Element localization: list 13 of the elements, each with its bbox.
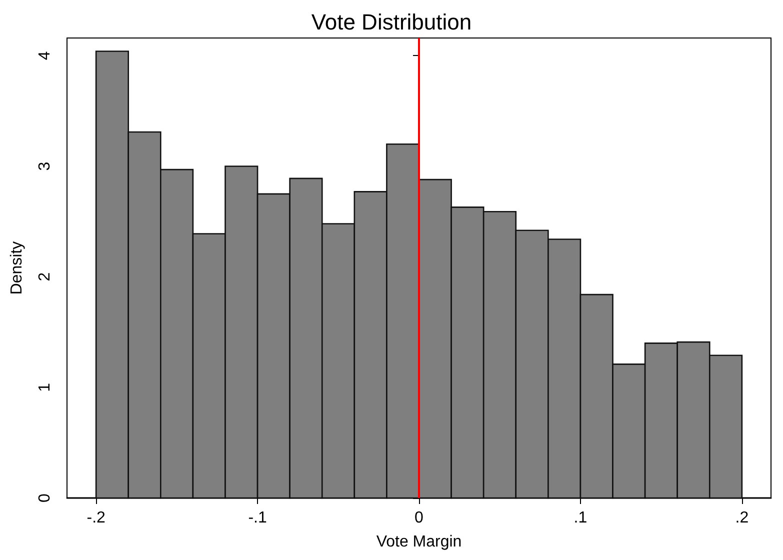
y-tick-label: 3 <box>36 162 54 171</box>
y-axis-title: Density <box>8 241 26 295</box>
y-tick-label: 0 <box>36 493 54 502</box>
y-tick-label: 4 <box>36 51 54 60</box>
y-tick-label: 1 <box>36 382 54 392</box>
x-tick-label: -.1 <box>248 510 267 526</box>
x-tick-label: .1 <box>574 510 588 526</box>
chart-title: Vote Distribution <box>311 10 472 34</box>
x-tick-label: .2 <box>735 510 749 526</box>
y-tick-label: 2 <box>36 272 54 282</box>
x-tick-label: -.2 <box>86 510 106 526</box>
x-tick-label: 0 <box>414 510 424 526</box>
x-axis-title: Vote Margin <box>376 534 462 550</box>
